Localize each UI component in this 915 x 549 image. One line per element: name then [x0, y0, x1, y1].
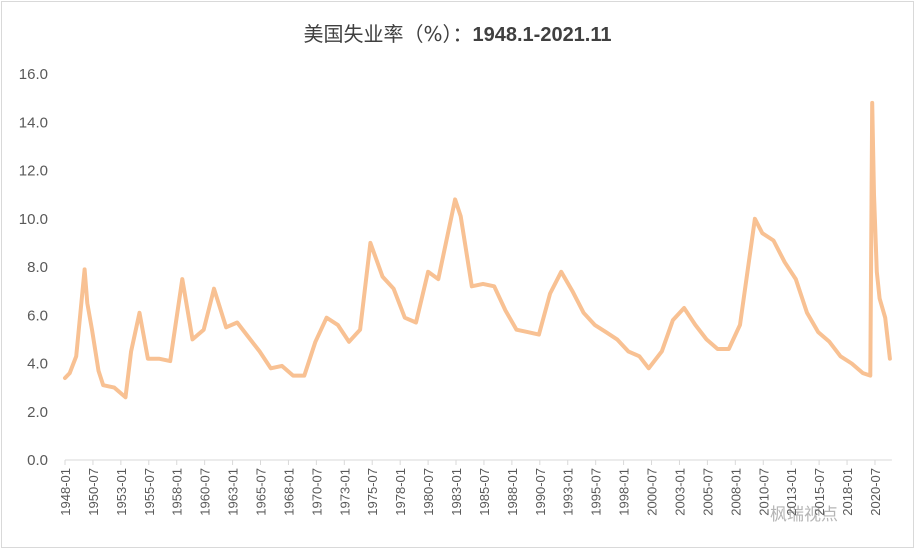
- y-tick-label: 0.0: [27, 452, 48, 469]
- x-tick-label: 2000-07: [645, 468, 660, 516]
- y-tick-label: 8.0: [27, 259, 48, 276]
- x-tick-label: 2020-07: [868, 468, 883, 516]
- x-tick-label: 1975-07: [365, 468, 380, 516]
- y-tick-label: 4.0: [27, 356, 48, 373]
- x-tick-label: 1958-01: [170, 468, 185, 516]
- x-tick-label: 1955-07: [142, 468, 157, 516]
- x-tick-label: 1980-07: [421, 468, 436, 516]
- x-tick-label: 1948-01: [58, 468, 73, 516]
- x-tick-label: 1985-07: [477, 468, 492, 516]
- x-tick-label: 1998-01: [617, 468, 632, 516]
- x-tick-label: 2008-01: [728, 468, 743, 516]
- x-tick-label: 1990-07: [533, 468, 548, 516]
- y-tick-label: 16.0: [19, 66, 48, 83]
- watermark: 枫瑞视点: [770, 505, 838, 525]
- y-tick-label: 14.0: [19, 114, 48, 131]
- title-range: 1948.1-2021.11: [472, 24, 612, 46]
- chart-title: 美国失业率（%）：1948.1-2021.11: [0, 18, 915, 47]
- x-tick-label: 1993-01: [561, 468, 576, 516]
- x-tick-label: 2018-01: [840, 468, 855, 516]
- y-tick-label: 2.0: [27, 404, 48, 421]
- x-tick-label: 1973-01: [337, 468, 352, 516]
- x-tick-label: 1953-01: [114, 468, 129, 516]
- title-cn: 美国失业率（%）：: [303, 22, 473, 46]
- x-tick-label: 1988-01: [505, 468, 520, 516]
- x-tick-label: 1983-01: [449, 468, 464, 516]
- x-tick-label: 2005-07: [700, 468, 715, 516]
- x-tick-label: 1995-07: [589, 468, 604, 516]
- x-tick-label: 1978-01: [393, 468, 408, 516]
- x-tick-label: 2015-07: [812, 468, 827, 516]
- y-tick-label: 10.0: [19, 211, 48, 228]
- x-tick-label: 1965-07: [254, 468, 269, 516]
- x-tick-label: 2003-01: [672, 468, 687, 516]
- x-tick-label: 1960-07: [198, 468, 213, 516]
- x-tick-label: 1950-07: [86, 468, 101, 516]
- x-tick-label: 1968-01: [281, 468, 296, 516]
- x-tick-label: 2010-07: [756, 468, 771, 516]
- y-tick-label: 6.0: [27, 307, 48, 324]
- unemployment-rate-line: [63, 100, 892, 400]
- x-tick-label: 2013-01: [784, 468, 799, 516]
- x-tick-label: 1970-07: [309, 468, 324, 516]
- y-tick-label: 12.0: [19, 163, 48, 180]
- x-tick-label: 1963-01: [226, 468, 241, 516]
